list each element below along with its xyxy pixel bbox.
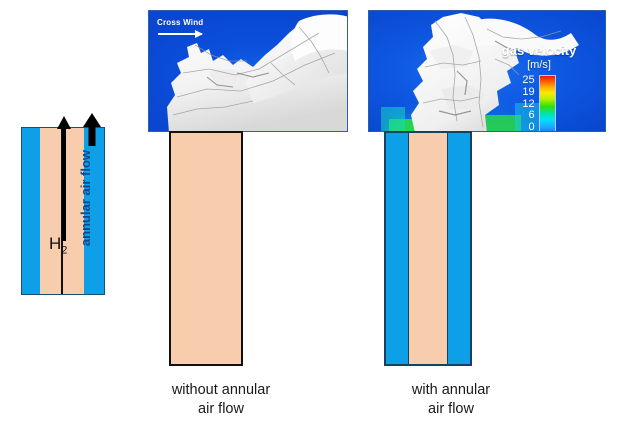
h2-label: H2 — [49, 234, 67, 256]
pipe-with-annular-air-flow — [384, 131, 472, 366]
legend-tick-1: 19 — [522, 85, 535, 98]
legend-tick-4: 0 — [528, 121, 535, 132]
pipe-core — [408, 133, 448, 364]
pipe-annulus-right — [448, 133, 470, 364]
schematic-annulus-left — [22, 128, 40, 294]
legend-units: [m/s] — [527, 59, 551, 71]
flame-isosurface — [167, 14, 347, 131]
legend-tick-0: 25 — [522, 74, 535, 86]
gas-velocity-legend: gas velocity [m/s] 25 19 12 6 0 — [481, 43, 597, 132]
cross-wind-arrow-icon — [158, 30, 203, 38]
flame-isosurface-right — [381, 13, 579, 131]
simulation-panel-with-annular-air-flow: gas velocity [m/s] 25 19 12 6 0 — [368, 10, 606, 132]
caption-right-line1: with annular — [411, 382, 491, 398]
h2-label-subscript: 2 — [61, 244, 68, 257]
caption-left-line2: air flow — [198, 401, 244, 418]
h2-label-text: H — [49, 234, 62, 253]
caption-left-line1: without annular — [171, 382, 271, 398]
simulation-panel-without-annular-air-flow: Cross Wind — [148, 10, 348, 132]
caption-with-annular-air-flow: with annular air flow — [356, 381, 546, 419]
pipe-without-annular-air-flow — [169, 131, 243, 366]
schematic-annulus-right — [84, 128, 103, 294]
pipe-annulus-left — [386, 133, 408, 364]
legend-tick-2: 12 — [522, 97, 535, 110]
legend-colorbar — [538, 75, 556, 131]
cross-wind-label: Cross Wind — [157, 18, 204, 27]
legend-title: gas velocity — [501, 43, 577, 58]
annular-air-flow-label: annular air flow — [78, 150, 93, 247]
caption-without-annular-air-flow: without annular air flow — [126, 381, 316, 419]
legend-tick-3: 6 — [528, 109, 535, 122]
caption-right-line2: air flow — [428, 401, 474, 418]
legend-tick-labels: 25 19 12 6 0 — [522, 75, 534, 132]
